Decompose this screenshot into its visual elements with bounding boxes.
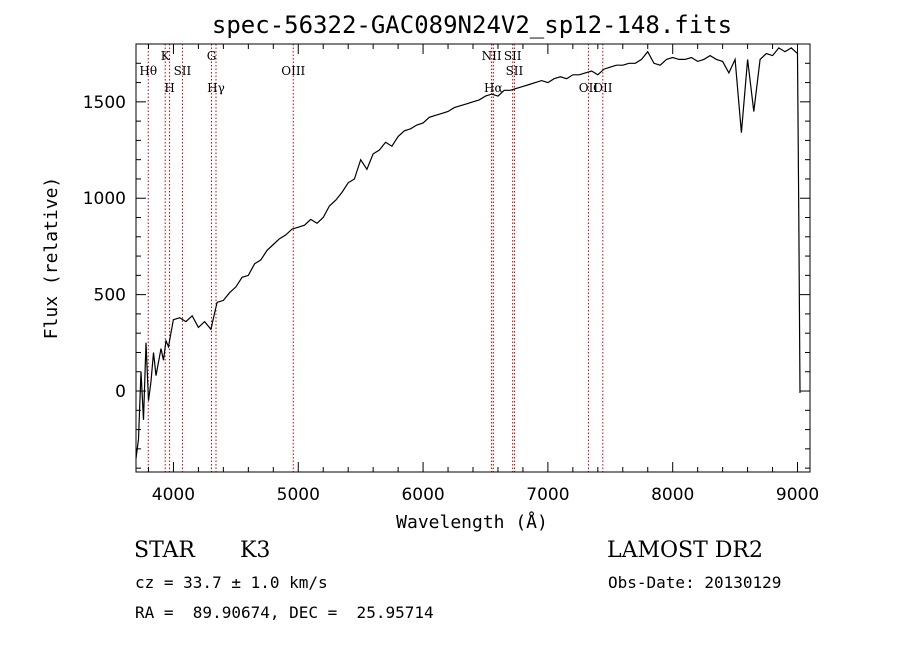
x-axis-label: Wavelength (Å) [396, 511, 548, 533]
redshift-value: cz = 33.7 ± 1.0 km/s [135, 573, 328, 592]
spectral-line-markers [147, 44, 604, 472]
survey-label: LAMOST DR2 [607, 538, 763, 563]
line-label: OII [579, 81, 599, 95]
y-tick-label: 1500 [83, 93, 126, 113]
y-tick-label: 0 [115, 382, 126, 402]
x-tick-label: 7000 [526, 485, 569, 505]
x-tick-label: 4000 [152, 485, 195, 505]
object-class: STAR [134, 538, 195, 563]
line-label: OII [593, 81, 613, 95]
line-label: Hθ [139, 64, 157, 78]
line-label: SII [504, 49, 522, 63]
line-label: SII [506, 64, 524, 78]
y-tick-label: 500 [94, 286, 126, 306]
line-label: K [161, 49, 171, 63]
x-tick-label: 8000 [651, 485, 694, 505]
line-label: SII [174, 64, 192, 78]
x-tick-labels: 4000 5000 6000 7000 8000 9000 [152, 485, 819, 505]
y-axis-label: Flux (relative) [41, 177, 62, 340]
spectrum-series-line [135, 47, 801, 459]
coordinates: RA = 89.90674, DEC = 25.95714 [135, 603, 434, 622]
object-subclass: K3 [240, 538, 271, 563]
line-label: G [207, 49, 217, 63]
x-tick-label: 9000 [776, 485, 819, 505]
line-label: Hγ [207, 81, 225, 95]
axis-ticks [136, 43, 810, 472]
observation-date: Obs-Date: 20130129 [608, 573, 782, 592]
y-tick-label: 1000 [83, 189, 126, 209]
line-label: H [164, 81, 174, 95]
line-label: OIII [281, 64, 305, 78]
plot-frame [135, 43, 811, 473]
line-label: NII [482, 49, 502, 63]
chart-title: spec-56322-GAC089N24V2_sp12-148.fits [212, 11, 732, 39]
y-tick-labels: 0 500 1000 1500 [83, 93, 126, 402]
x-tick-label: 5000 [277, 485, 320, 505]
x-tick-label: 6000 [401, 485, 444, 505]
line-label: Hα [484, 81, 503, 95]
